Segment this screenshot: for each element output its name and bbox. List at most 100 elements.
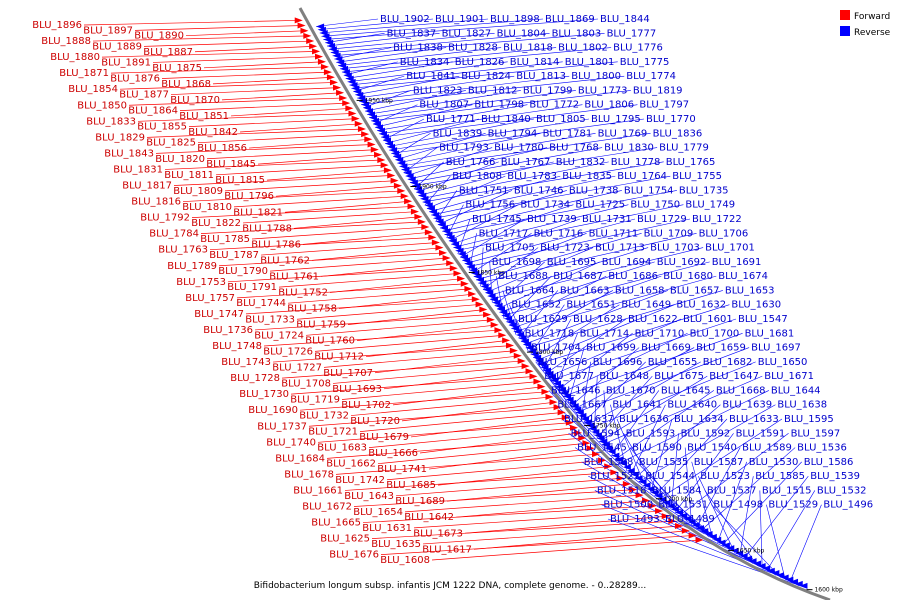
figure-caption: Bifidobacterium longum subsp. infantis J… — [254, 581, 647, 591]
forward-connector-line — [230, 107, 352, 117]
reverse-gene-marker — [317, 26, 326, 33]
reverse-gene-label: BLU_1711 — [589, 228, 639, 239]
reverse-gene-label: BLU_1705 — [485, 243, 535, 254]
forward-gene-label: BLU_1724 — [254, 330, 304, 341]
reverse-gene-label: BLU_1869 — [545, 14, 595, 25]
reverse-connector-line — [339, 47, 557, 70]
reverse-connector-line — [326, 32, 440, 47]
reverse-gene-marker — [565, 396, 574, 403]
forward-connector-line — [338, 293, 475, 309]
reverse-gene-label: BLU_1731 — [582, 214, 632, 225]
forward-connector-line — [203, 61, 324, 69]
reverse-connector-line — [615, 390, 715, 460]
forward-gene: BLU_1787 — [209, 250, 259, 261]
forward-gene: BLU_1831 — [113, 164, 163, 175]
reverse-gene-label: BLU_1657 — [670, 285, 720, 296]
reverse-gene-marker — [568, 399, 577, 406]
forward-gene: BLU_1888 — [41, 36, 91, 47]
reverse-gene-marker — [355, 91, 364, 98]
gene-labels: BLU_1896 BLU_1897 BLU_1890 BLU_1888 BLU_1889… — [32, 14, 873, 566]
forward-gene-marker — [464, 285, 473, 292]
reverse-gene-label: BLU_1814 — [510, 57, 560, 68]
reverse-gene-label: BLU_1839 — [433, 128, 483, 139]
reverse-gene-label: BLU_1701 — [705, 243, 755, 254]
forward-gene-marker — [404, 198, 413, 205]
reverse-connector-line — [721, 461, 802, 546]
reverse-gene-label: BLU_1691 — [712, 257, 762, 268]
forward-gene-label: BLU_1791 — [227, 282, 277, 293]
forward-connector-line — [152, 56, 321, 63]
forward-connector-line — [299, 391, 548, 411]
reverse-gene-marker — [353, 88, 362, 95]
reverse-gene-label: BLU_1537 — [707, 485, 757, 496]
forward-connector-line — [191, 206, 414, 218]
reverse-gene-label: BLU_1590 — [632, 443, 682, 454]
reverse-gene-marker — [496, 306, 505, 313]
reverse-gene-marker — [420, 195, 429, 202]
reverse-gene-label: BLU_1584 — [652, 485, 702, 496]
reverse-gene-label: BLU_1750 — [630, 200, 680, 211]
forward-gene-label: BLU_1854 — [68, 84, 118, 95]
reverse-connector-line — [532, 304, 620, 358]
forward-gene: BLU_1748 — [212, 341, 262, 352]
forward-gene-marker — [629, 486, 638, 493]
forward-gene-label: BLU_1683 — [317, 443, 367, 454]
reverse-gene-marker — [365, 108, 374, 115]
forward-gene-label: BLU_1759 — [296, 320, 346, 331]
forward-gene: BLU_1842 — [188, 127, 238, 138]
reverse-gene-marker — [619, 460, 628, 467]
forward-connector-line — [110, 66, 327, 74]
forward-gene-label: BLU_1728 — [230, 373, 280, 384]
forward-gene-label: BLU_1891 — [101, 57, 151, 68]
reverse-gene-marker — [570, 403, 579, 410]
reverse-gene-label: BLU_1840 — [481, 114, 531, 125]
reverse-gene-marker — [615, 456, 624, 463]
reverse-gene-label: BLU_1589 — [742, 443, 792, 454]
reverse-gene-marker — [376, 127, 385, 134]
forward-gene: BLU_1708 — [281, 378, 331, 389]
forward-gene-label: BLU_1726 — [263, 346, 313, 357]
reverse-gene-label: BLU_1808 — [452, 171, 502, 182]
reverse-gene-marker — [328, 46, 337, 53]
forward-connector-line — [446, 483, 629, 502]
forward-gene: BLU_1855 — [137, 122, 187, 133]
reverse-connector-line — [499, 261, 655, 313]
reverse-gene-label: BLU_1540 — [687, 443, 737, 454]
forward-gene: BLU_1733 — [245, 314, 295, 325]
reverse-gene-marker — [422, 199, 431, 206]
reverse-gene-marker — [367, 111, 376, 118]
forward-gene-marker — [364, 136, 373, 143]
reverse-gene-label: BLU_1531 — [658, 500, 708, 511]
forward-gene: BLU_1617 — [422, 544, 472, 555]
reverse-connector-line — [583, 361, 646, 423]
forward-gene: BLU_1759 — [296, 320, 346, 331]
reverse-gene-label: BLU_1652 — [511, 300, 561, 311]
forward-gene: BLU_1789 — [167, 261, 217, 272]
reverse-gene-label: BLU_1651 — [566, 300, 616, 311]
reverse-connector-line — [535, 304, 675, 362]
reverse-connector-line — [759, 490, 763, 569]
reverse-connector-line — [341, 47, 612, 73]
forward-gene: BLU_1790 — [218, 266, 268, 277]
forward-gene-marker — [306, 38, 315, 45]
reverse-gene-marker — [785, 576, 794, 583]
reverse-gene-marker — [771, 570, 780, 577]
forward-connector-line — [248, 138, 371, 149]
forward-gene: BLU_1685 — [386, 480, 436, 491]
forward-gene: BLU_1672 — [302, 502, 352, 513]
reverse-gene-label: BLU_1813 — [516, 71, 566, 82]
forward-gene-marker — [370, 146, 379, 153]
reverse-connector-line — [376, 104, 528, 131]
reverse-gene-marker — [695, 525, 704, 532]
reverse-connector-line — [658, 418, 783, 500]
reverse-connector-line — [523, 290, 668, 345]
reverse-gene-label: BLU_1677 — [544, 371, 594, 382]
reverse-connector-line — [395, 132, 486, 161]
forward-connector-line — [263, 329, 501, 347]
forward-connector-line — [143, 40, 313, 47]
kbp-tick-label: 1650 kbp — [736, 547, 764, 554]
reverse-connector-line — [542, 375, 592, 433]
reverse-gene-label: BLU_1594 — [571, 428, 621, 439]
forward-gene: BLU_1702 — [341, 400, 391, 411]
reverse-gene-label: BLU_1765 — [666, 157, 716, 168]
